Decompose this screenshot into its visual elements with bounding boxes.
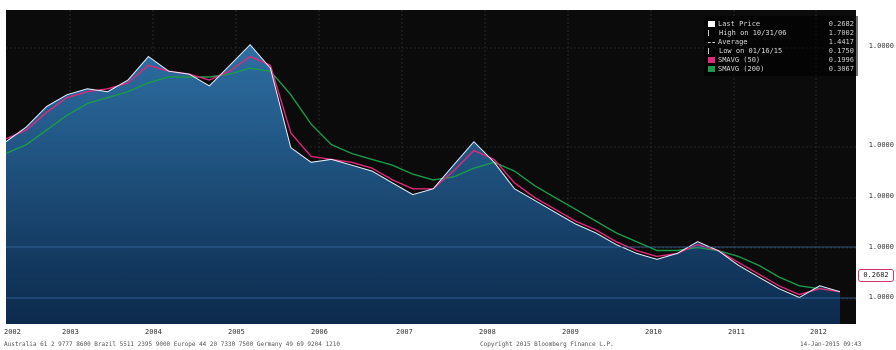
legend-item: SMAVG (200) 0.3067 [708,64,854,73]
x-tick-label: 2012 [810,328,827,336]
price-area [6,44,840,324]
x-tick-label: 2011 [728,328,745,336]
legend-label: SMAVG (50) [718,55,761,64]
x-tick-label: 2002 [4,328,21,336]
last-price-tag: 0.2682 [858,269,894,282]
legend-label: Last Price [718,19,761,28]
x-tick-label: 2003 [62,328,79,336]
legend-swatch [708,56,715,63]
legend-label: Low on 01/16/15 [719,46,783,55]
footer-timestamp: 14-Jan-2015 09:43 [800,341,862,348]
series-line-smavg-200 [5,67,841,293]
footer-contacts: Australia 61 2 9777 8600 Brazil 5511 239… [4,341,340,348]
x-tick-label: 2010 [645,328,662,336]
legend-value: 0.3067 [828,64,854,73]
legend-item: High on 10/31/06 1.7002 [708,28,854,37]
series-line-smavg-50 [5,55,841,296]
legend: Last Price 0.2682 High on 10/31/06 1.700… [704,16,858,76]
x-tick-label: 2006 [311,328,328,336]
x-tick-label: 2005 [228,328,245,336]
legend-label: Average [718,37,748,46]
legend-item: Last Price 0.2682 [708,19,854,28]
x-tick-label: 2004 [145,328,162,336]
legend-value: 1.7002 [828,28,854,37]
legend-value: 0.1996 [828,55,854,64]
legend-item: Average 1.4417 [708,37,854,46]
x-tick-label: 2008 [479,328,496,336]
y-tick-label: 1.0000 [868,243,894,251]
legend-item: Low on 01/16/15 0.1750 [708,46,854,55]
y-tick-label: 1.0000 [868,192,894,200]
y-tick-label: 1.0000 [868,293,894,301]
legend-swatch [708,29,716,36]
legend-swatch [708,41,715,43]
x-tick-label: 2009 [562,328,579,336]
legend-swatch [708,47,716,54]
legend-value: 0.1750 [828,46,854,55]
legend-label: SMAVG (200) [718,64,765,73]
legend-label: High on 10/31/06 [719,28,787,37]
legend-swatch [708,20,715,27]
y-tick-label: 1.0000 [868,141,894,149]
y-tick-label: 1.0000 [868,42,894,50]
legend-value: 0.2682 [828,19,854,28]
legend-item: SMAVG (50) 0.1996 [708,55,854,64]
legend-value: 1.4417 [828,37,854,46]
x-tick-label: 2007 [396,328,413,336]
footer-copyright: Copyright 2015 Bloomberg Finance L.P. [480,341,614,348]
series-line-last-price [5,43,841,299]
legend-swatch [708,65,715,72]
